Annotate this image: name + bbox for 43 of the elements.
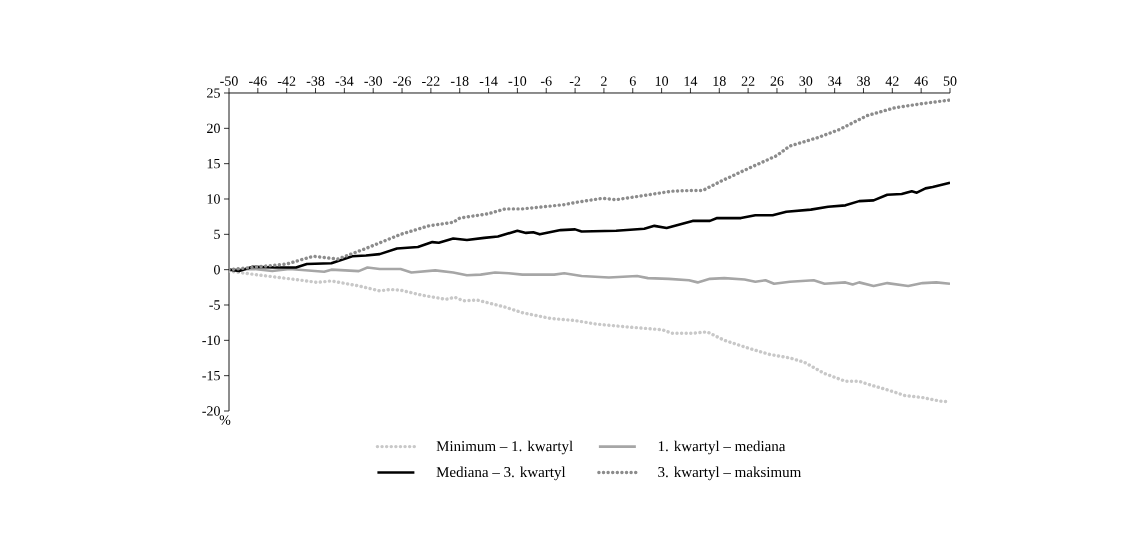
y-tick-label: 20 xyxy=(207,123,220,134)
x-tick-label: 30 xyxy=(799,76,813,86)
x-tick-label: -2 xyxy=(569,76,581,86)
y-tick-label: 15 xyxy=(207,158,220,169)
x-tick-label: 14 xyxy=(684,76,698,86)
x-tick-label: -46 xyxy=(249,76,267,86)
y-axis-title: % xyxy=(219,415,231,425)
x-tick-label: 10 xyxy=(655,76,669,86)
legend-label: Minimum – 1. kwartyl xyxy=(436,440,573,455)
y-tick-label: 25 xyxy=(207,88,220,98)
y-tick-label: 0 xyxy=(214,264,220,275)
x-tick-label: 6 xyxy=(629,76,636,86)
x-tick-label: 50 xyxy=(943,76,957,86)
x-tick-label: -42 xyxy=(277,76,296,86)
x-tick-label: 34 xyxy=(828,76,842,86)
y-tick-label: -10 xyxy=(202,335,220,346)
x-tick-label: -30 xyxy=(364,76,382,86)
x-tick-label: -50 xyxy=(220,76,238,86)
x-tick-label: 2 xyxy=(601,76,607,86)
x-tick-label: 42 xyxy=(885,76,899,86)
x-tick-label: 38 xyxy=(857,76,870,86)
x-tick-label: 22 xyxy=(741,76,755,86)
x-tick-label: -14 xyxy=(479,76,498,86)
x-tick-label: -38 xyxy=(306,76,325,86)
x-tick-label: -10 xyxy=(508,76,527,86)
legend-label: 1. kwartyl – mediana xyxy=(658,440,786,455)
x-tick-label: -34 xyxy=(335,76,354,86)
y-tick-label: 10 xyxy=(207,194,220,204)
y-tick-label: 5 xyxy=(214,229,220,239)
legend-label: Mediana – 3. kwartyl xyxy=(436,466,566,481)
x-tick-label: 46 xyxy=(914,76,928,86)
y-tick-label: -5 xyxy=(209,300,220,310)
x-tick-label: -26 xyxy=(393,76,411,86)
y-tick-label: -20 xyxy=(202,406,220,416)
y-tick-label: -15 xyxy=(202,370,220,381)
x-tick-label: -18 xyxy=(450,76,469,86)
x-tick-label: 18 xyxy=(713,76,726,86)
line-series xyxy=(229,98,951,272)
line-series xyxy=(229,181,951,273)
x-tick-label: -22 xyxy=(422,76,440,86)
x-tick-label: -6 xyxy=(540,76,552,86)
x-tick-label: 26 xyxy=(770,76,784,86)
legend-label: 3. kwartyl – maksimum xyxy=(658,466,802,481)
